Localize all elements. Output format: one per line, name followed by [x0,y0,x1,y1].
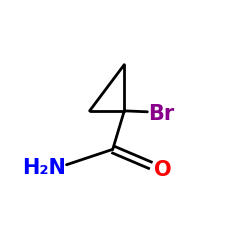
Text: H₂N: H₂N [22,158,66,178]
Text: O: O [154,160,172,180]
Text: Br: Br [148,104,174,124]
